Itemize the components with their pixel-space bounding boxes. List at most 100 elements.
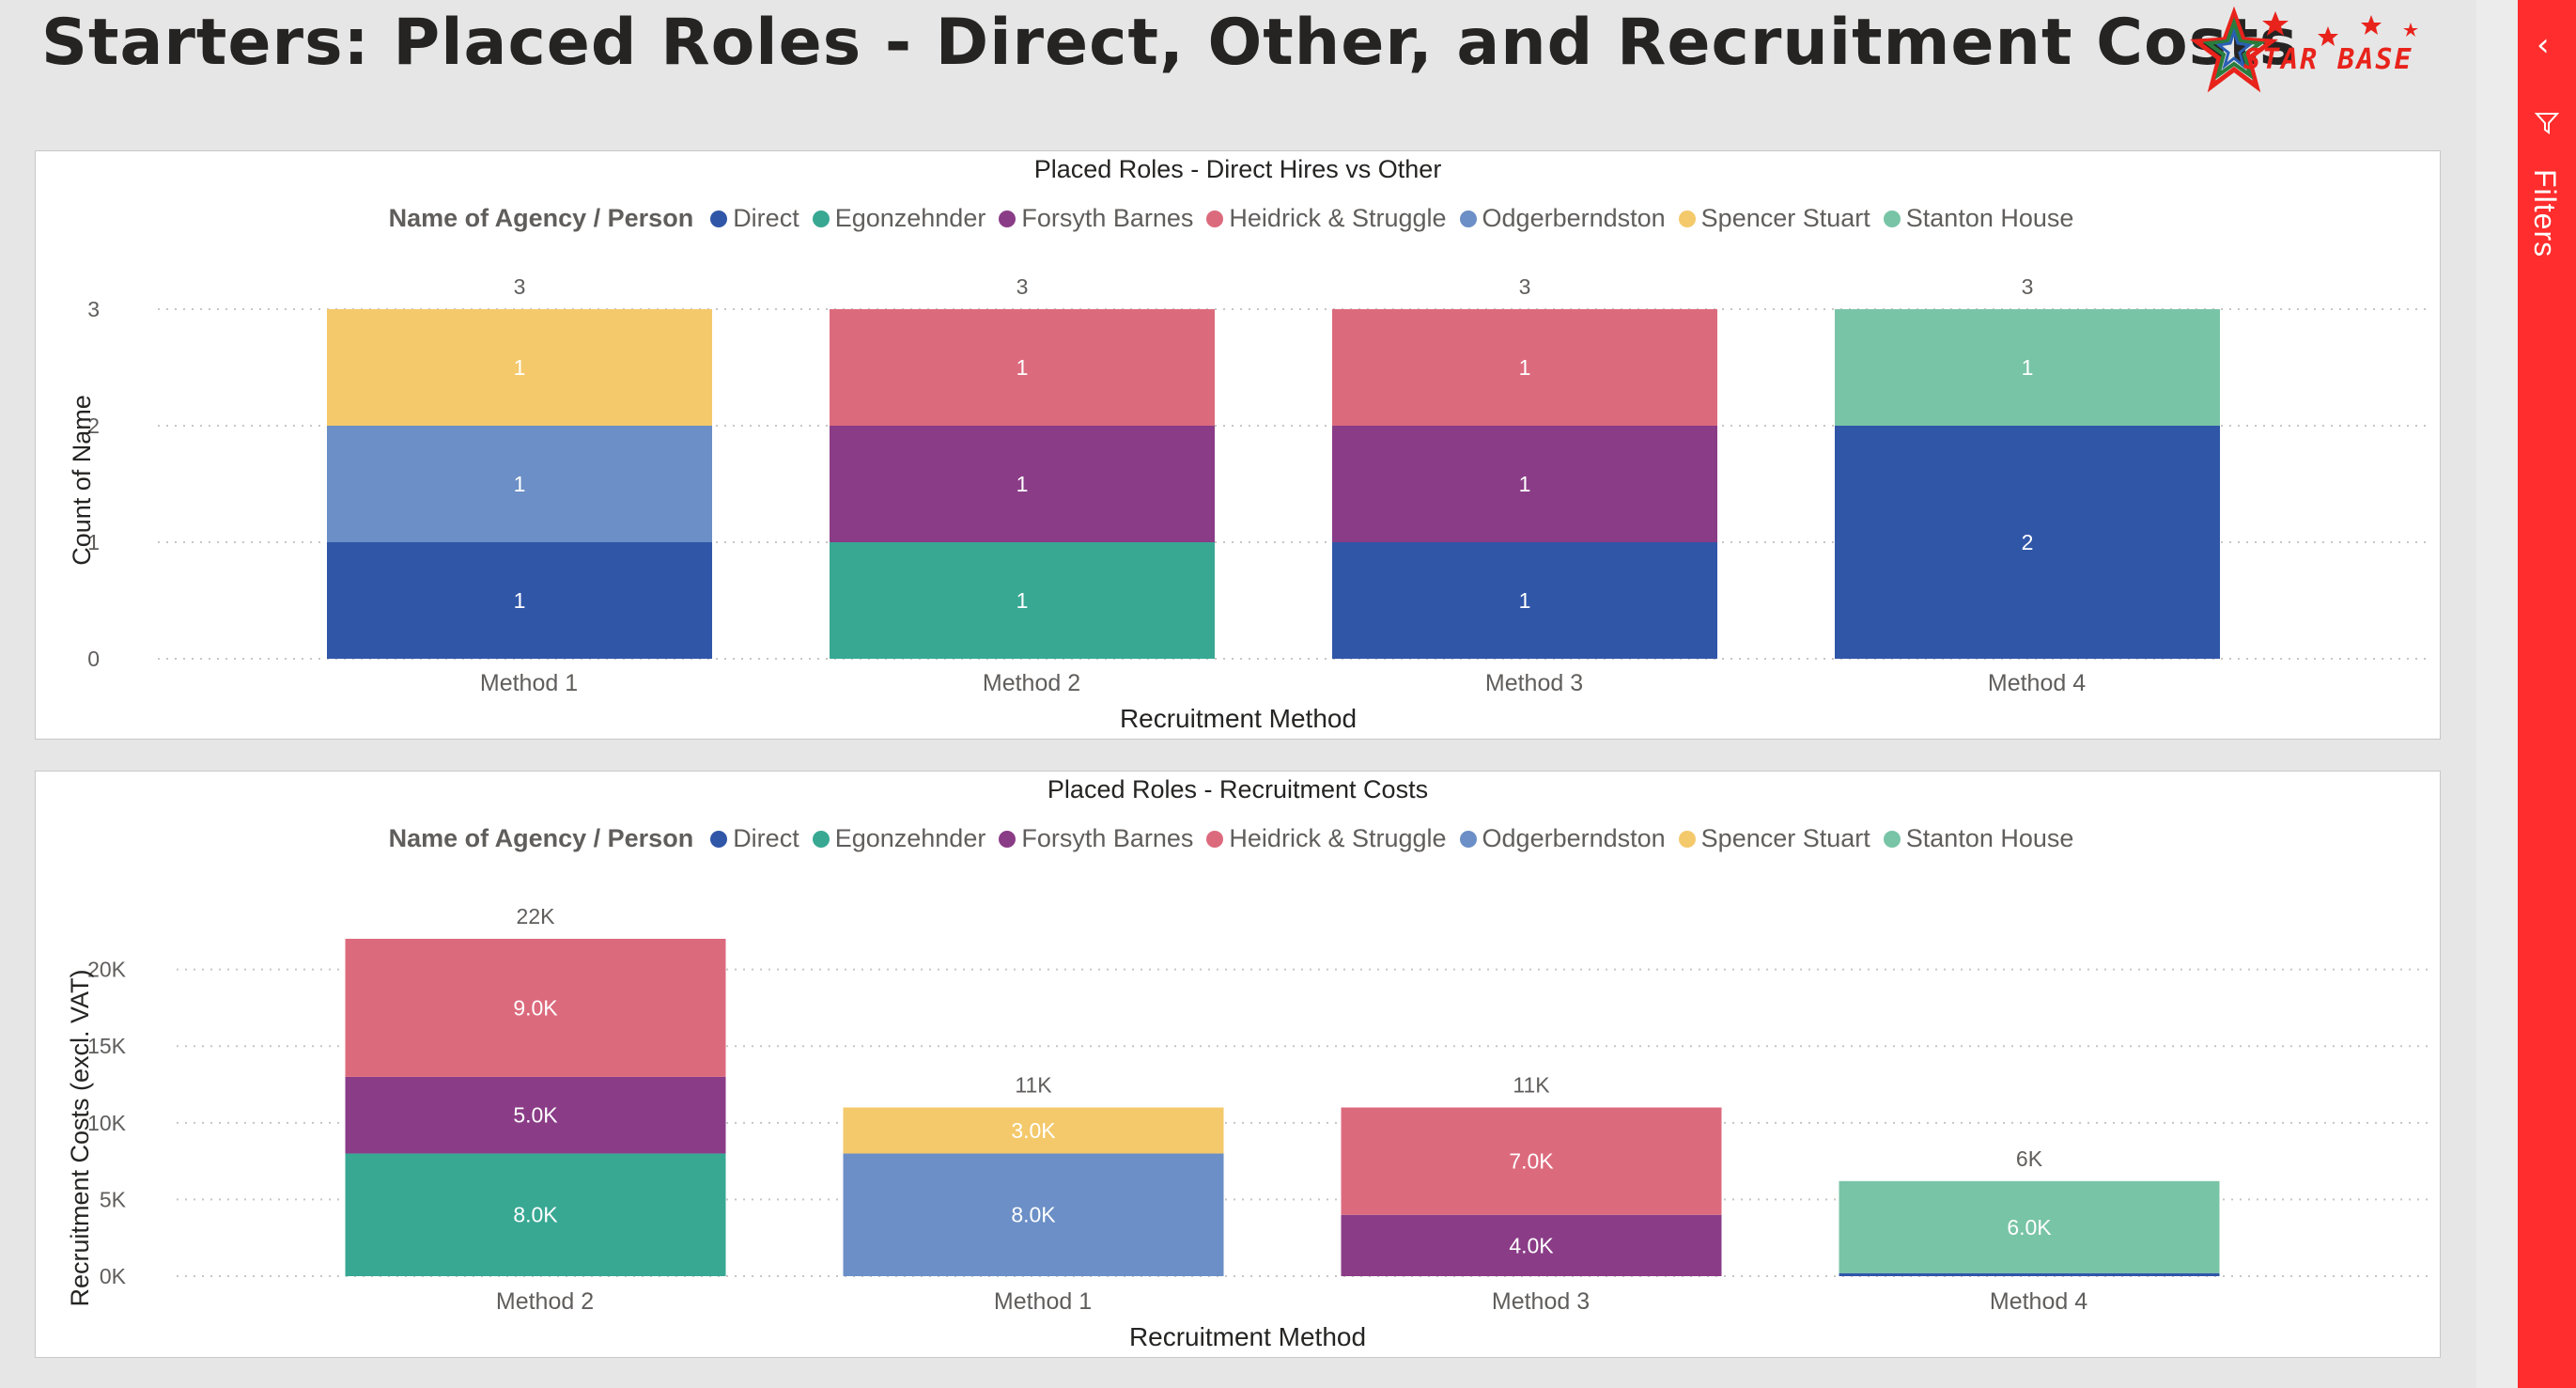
- x-tick-label: Method 3: [1485, 670, 1583, 696]
- y-tick-label: 0: [87, 647, 100, 671]
- data-label: 1: [1519, 472, 1531, 496]
- legend-item-odgerberndston[interactable]: Odgerberndston: [1459, 204, 1666, 233]
- y-tick-label: 2: [87, 413, 100, 438]
- bar-segment: [1341, 1214, 1722, 1276]
- legend-dot: [1883, 210, 1901, 227]
- y-tick-label: 10K: [87, 1111, 127, 1135]
- data-label: 1: [1016, 355, 1029, 380]
- y-tick-label: 20K: [87, 958, 127, 982]
- data-label: 1: [1519, 588, 1531, 613]
- bar-segment: [327, 426, 712, 542]
- chart-title: Placed Roles - Recruitment Costs: [1047, 775, 1429, 803]
- bar-segment: [1835, 309, 2220, 426]
- y-tick-label: 15K: [87, 1034, 127, 1058]
- x-tick-label: Method 3: [1492, 1288, 1590, 1315]
- legend-label: Heidrick & Struggle: [1229, 204, 1447, 232]
- data-label: 7.0K: [1509, 1149, 1554, 1174]
- data-label: 1: [1016, 472, 1029, 496]
- bar-segment: [345, 1076, 726, 1154]
- legend-item-egonzehnder[interactable]: Egonzehnder: [812, 204, 986, 233]
- chart-card-recruitment-costs: Placed Roles - Recruitment Costs Name of…: [35, 771, 2441, 1358]
- total-label: 3: [1519, 274, 1531, 299]
- total-label: 11K: [1015, 1073, 1052, 1098]
- bar-segment: [830, 309, 1215, 426]
- data-label: 8.0K: [1011, 1203, 1056, 1227]
- data-label: 1: [514, 355, 526, 380]
- canvas-margin: [2476, 0, 2518, 1388]
- bar-segment: [843, 1153, 1224, 1276]
- legend-dot: [1459, 830, 1477, 848]
- legend-label: Direct: [733, 204, 799, 232]
- total-label: 11K: [1513, 1073, 1550, 1098]
- y-tick-label: 3: [87, 297, 100, 321]
- bar-segment: [1341, 1107, 1722, 1215]
- legend-item-forsyth-barnes[interactable]: Forsyth Barnes: [999, 204, 1193, 233]
- y-tick-label: 0K: [100, 1264, 127, 1288]
- total-label: 3: [2022, 274, 2034, 299]
- chart-legend: Name of Agency / Person Direct Egonzehnd…: [36, 824, 2440, 853]
- data-label: 2: [2022, 530, 2034, 554]
- chevron-left-icon[interactable]: ‹: [2537, 26, 2550, 64]
- legend-dot: [1678, 830, 1696, 848]
- bar-segment: [1332, 309, 1717, 426]
- legend-item-heidrick-struggle[interactable]: Heidrick & Struggle: [1206, 824, 1447, 853]
- data-label: 1: [514, 472, 526, 496]
- data-label: 1: [514, 588, 526, 613]
- legend-label: Heidrick & Struggle: [1229, 824, 1447, 852]
- data-label: 1: [1519, 355, 1531, 380]
- legend-dot: [999, 830, 1016, 848]
- y-tick-label: 5K: [100, 1187, 127, 1211]
- total-label: 6K: [2016, 1146, 2043, 1171]
- bar-segment: [1839, 1272, 2220, 1276]
- legend-item-spencer-stuart[interactable]: Spencer Stuart: [1678, 824, 1870, 853]
- legend-item-forsyth-barnes[interactable]: Forsyth Barnes: [999, 824, 1193, 853]
- bar-segment: [1332, 542, 1717, 659]
- bar-segment: [1332, 426, 1717, 542]
- y-axis-title: Recruitment Costs (excl. VAT): [66, 969, 94, 1306]
- data-label: 8.0K: [513, 1203, 558, 1227]
- legend-label: Spencer Stuart: [1700, 824, 1870, 852]
- legend-item-direct[interactable]: Direct: [710, 204, 799, 233]
- chart-title: Placed Roles - Direct Hires vs Other: [1033, 155, 1442, 183]
- chart-card-direct-hires: Placed Roles - Direct Hires vs Other Nam…: [35, 150, 2441, 740]
- legend-label: Forsyth Barnes: [1021, 824, 1194, 852]
- bar-segment: [1835, 426, 2220, 659]
- legend-item-odgerberndston[interactable]: Odgerberndston: [1459, 824, 1666, 853]
- legend-dot: [999, 210, 1016, 227]
- bar-segment: [345, 939, 726, 1077]
- y-axis-title: Count of Name: [68, 395, 96, 566]
- legend-item-heidrick-struggle[interactable]: Heidrick & Struggle: [1206, 204, 1447, 233]
- funnel-icon[interactable]: [2535, 111, 2559, 135]
- legend-label: Stanton House: [1905, 824, 2074, 852]
- chart-legend: Name of Agency / Person Direct Egonzehnd…: [36, 204, 2440, 233]
- bar-segment: [345, 1153, 726, 1276]
- legend-label: Egonzehnder: [834, 204, 986, 232]
- legend-item-stanton-house[interactable]: Stanton House: [1883, 204, 2074, 233]
- x-tick-label: Method 4: [1988, 670, 2086, 696]
- legend-label: Stanton House: [1905, 204, 2074, 232]
- x-tick-label: Method 2: [983, 670, 1080, 696]
- company-logo: STAR BASE: [2178, 6, 2441, 103]
- total-label: 3: [514, 274, 526, 299]
- data-label: 4.0K: [1509, 1233, 1554, 1257]
- x-tick-label: Method 2: [496, 1288, 594, 1315]
- y-tick-label: 1: [87, 530, 100, 554]
- legend-item-spencer-stuart[interactable]: Spencer Stuart: [1678, 204, 1870, 233]
- x-tick-label: Method 1: [480, 670, 578, 696]
- legend-dot: [1459, 210, 1477, 227]
- legend-dot: [812, 830, 830, 848]
- legend-item-egonzehnder[interactable]: Egonzehnder: [812, 824, 985, 853]
- filter-pane[interactable]: ‹ Filters: [2518, 0, 2576, 1388]
- page-title: Starters: Placed Roles - Direct, Other, …: [41, 6, 2299, 80]
- legend-label: Odgerberndston: [1482, 204, 1666, 232]
- legend-title: Name of Agency / Person: [388, 824, 694, 852]
- legend-dot: [1206, 830, 1224, 848]
- filter-label[interactable]: Filters: [2528, 169, 2562, 258]
- data-label: 1: [1016, 588, 1029, 613]
- legend-label: Forsyth Barnes: [1021, 204, 1194, 232]
- legend-item-direct[interactable]: Direct: [710, 824, 799, 853]
- data-label: 3.0K: [1011, 1118, 1056, 1143]
- data-label: 5.0K: [513, 1103, 558, 1128]
- legend-item-stanton-house[interactable]: Stanton House: [1883, 824, 2074, 853]
- data-label: 9.0K: [513, 995, 558, 1020]
